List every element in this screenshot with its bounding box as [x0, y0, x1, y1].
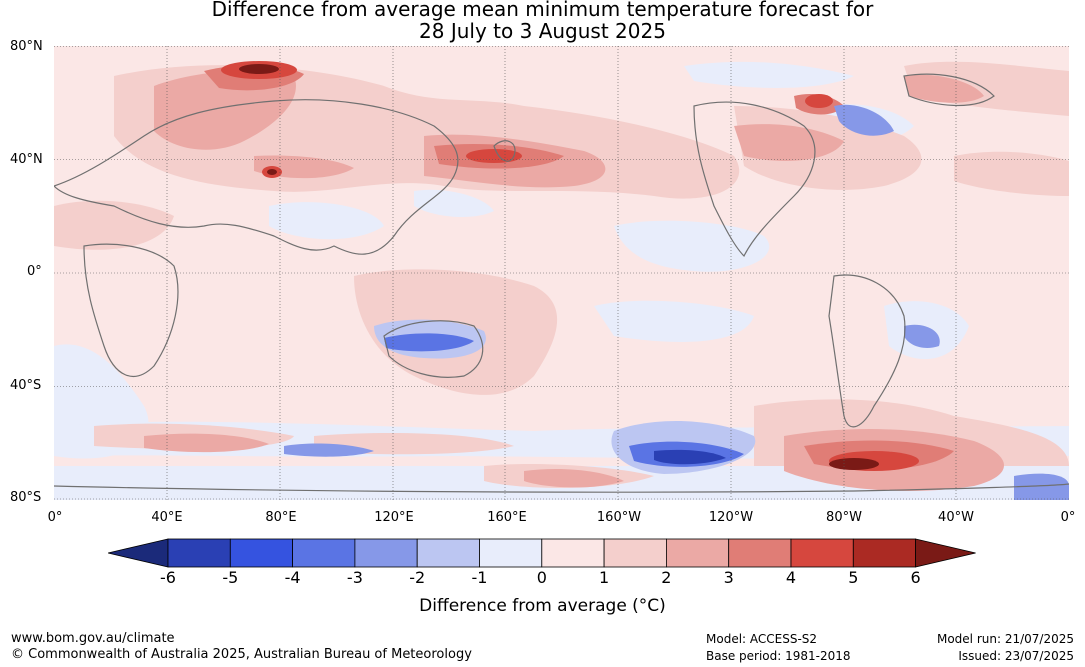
colorbar-segment: [790, 538, 854, 568]
anomaly-blue: [284, 104, 1069, 500]
colorbar-tick-label: -6: [160, 568, 176, 587]
colorbar-segment: [541, 538, 605, 568]
colorbar-segment: [416, 538, 480, 568]
lat-label-40n: 40°N: [10, 152, 43, 167]
footer-base-period: Base period: 1981-2018: [706, 649, 851, 663]
coastlines: [54, 73, 1069, 493]
forecast-map-svg: [54, 46, 1069, 500]
colorbar-arrow-low: [108, 538, 169, 568]
colorbar-segment: [852, 538, 916, 568]
colorbar: [108, 538, 976, 568]
footer-copyright: © Commonwealth of Australia 2025, Austra…: [11, 647, 472, 662]
lon-label-40w: 40°W: [938, 510, 974, 525]
colorbar-tick-label: 0: [536, 568, 547, 587]
map-title-line2: 28 July to 3 August 2025: [419, 19, 666, 43]
colorbar-segment: [666, 538, 730, 568]
colorbar-tick-label: -3: [346, 568, 363, 587]
colorbar-tick-label: -4: [284, 568, 301, 587]
lon-label-160e: 160°E: [487, 510, 527, 525]
lat-label-80n: 80°N: [10, 39, 43, 54]
lat-label-40s: 40°S: [10, 378, 42, 393]
footer-website: www.bom.gov.au/climate: [11, 631, 175, 646]
lon-label-0: 0°: [47, 510, 63, 525]
colorbar-segment: [728, 538, 792, 568]
colorbar-tick-label: 1: [599, 568, 610, 587]
colorbar-segment: [603, 538, 667, 568]
gridlines: [54, 46, 1069, 500]
footer-issued: Issued: 23/07/2025: [958, 649, 1074, 663]
forecast-map: [54, 46, 1069, 500]
lon-label-80e: 80°E: [265, 510, 297, 525]
colorbar-tick-label: 4: [785, 568, 797, 587]
colorbar-segment: [292, 538, 356, 568]
lon-label-40e: 40°E: [151, 510, 183, 525]
lat-label-0: 0°: [27, 264, 42, 279]
colorbar-segment: [479, 538, 543, 568]
colorbar-tick-label: -2: [409, 568, 426, 587]
footer-model-run: Model run: 21/07/2025: [936, 632, 1074, 646]
lon-label-120e: 120°E: [374, 510, 414, 525]
lon-label-0-end: 0°: [1060, 510, 1076, 525]
lat-label-80s: 80°S: [10, 490, 42, 505]
map-title-line1: Difference from average mean minimum tem…: [211, 0, 874, 21]
colorbar-tick-label: -1: [471, 568, 488, 587]
colorbar-segment: [167, 538, 231, 568]
colorbar-tick-label: 5: [848, 568, 859, 587]
colorbar-tick-label: 6: [910, 568, 921, 587]
colorbar-tick-label: 3: [723, 568, 734, 587]
anomaly-dark-red: [239, 64, 879, 470]
lon-label-80w: 80°W: [826, 510, 862, 525]
colorbar-tick-label: 2: [661, 568, 672, 587]
colorbar-tick-label: -5: [222, 568, 239, 587]
footer-model: Model: ACCESS-S2: [706, 632, 818, 646]
lon-label-120w: 120°W: [708, 510, 754, 525]
colorbar-arrow-high: [915, 538, 976, 568]
lon-label-160w: 160°W: [596, 510, 642, 525]
colorbar-label: Difference from average (°C): [419, 596, 666, 616]
colorbar-segment: [354, 538, 418, 568]
colorbar-segment: [229, 538, 294, 568]
